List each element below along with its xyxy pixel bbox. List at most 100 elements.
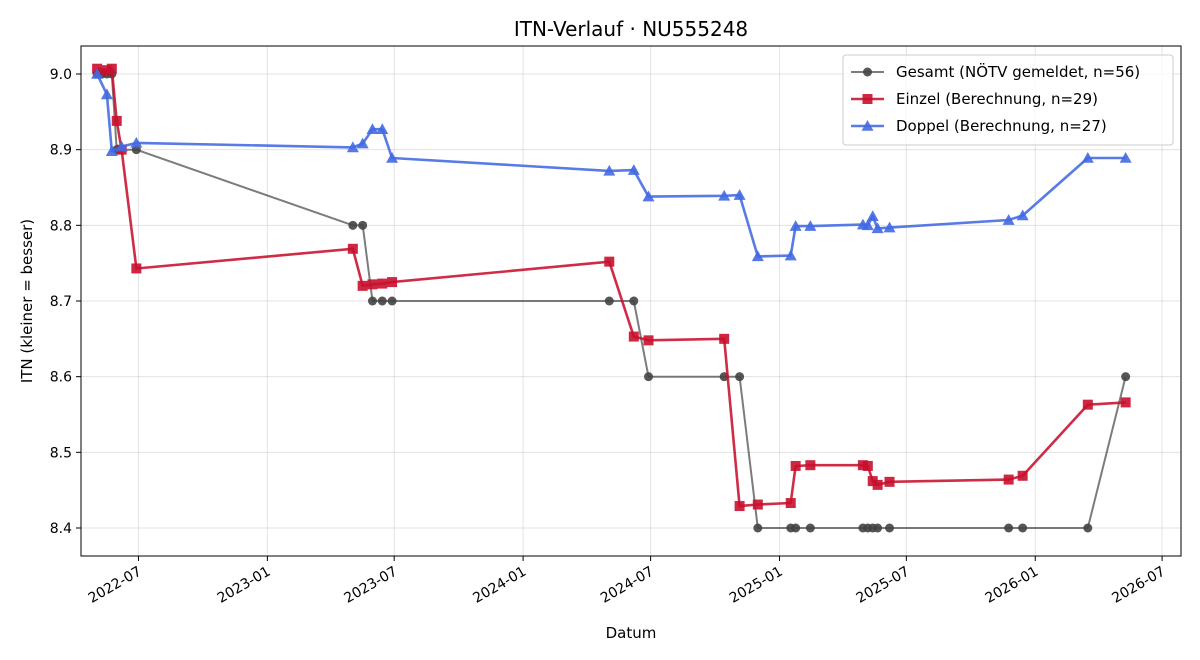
data-point	[1003, 474, 1014, 485]
y-tick-label: 8.9	[50, 143, 72, 159]
data-point	[387, 296, 397, 306]
legend-label: Doppel (Berechnung, n=27)	[896, 117, 1107, 135]
x-tick-label: 2024-07	[598, 564, 657, 607]
data-point	[348, 220, 358, 230]
data-point	[347, 243, 358, 254]
data-point	[376, 123, 389, 135]
data-point	[377, 296, 387, 306]
x-tick-label: 2023-01	[215, 564, 274, 607]
y-tick-label: 8.4	[50, 521, 72, 537]
data-point	[105, 145, 118, 156]
data-point	[862, 460, 873, 471]
data-point	[387, 277, 398, 288]
data-point	[357, 280, 368, 291]
data-point	[1121, 372, 1131, 382]
data-point	[131, 263, 142, 274]
data-point	[643, 335, 654, 346]
data-point	[791, 523, 801, 533]
data-point	[734, 501, 745, 512]
data-point	[644, 372, 654, 382]
data-point	[367, 296, 377, 306]
plot-series	[91, 63, 1132, 533]
data-point	[753, 523, 763, 533]
data-point	[642, 190, 655, 202]
data-point	[358, 220, 368, 230]
data-point	[1016, 209, 1029, 221]
data-point	[628, 331, 639, 342]
data-point	[629, 296, 639, 306]
data-point	[1081, 151, 1094, 163]
series-line	[95, 73, 1126, 258]
x-tick-label: 2025-07	[854, 564, 913, 607]
data-point	[346, 141, 359, 153]
x-axis-title: Datum	[606, 624, 657, 642]
data-point	[885, 523, 895, 533]
data-point	[604, 296, 614, 306]
data-point	[752, 499, 763, 510]
data-point	[106, 63, 117, 74]
data-point	[115, 140, 128, 152]
y-tick-label: 8.7	[50, 294, 72, 310]
data-point	[111, 115, 122, 126]
data-point	[861, 219, 874, 231]
axes: 8.4 8.5 8.6 8.7 8.8 8.9 9.0 2022-07 2023-01 2023-…	[50, 67, 1168, 607]
legend-box	[842, 54, 1174, 146]
data-point	[784, 249, 797, 261]
data-point	[627, 164, 640, 175]
grid	[81, 46, 1181, 556]
data-point	[356, 137, 369, 149]
x-tick-label: 2026-01	[983, 564, 1042, 607]
data-point	[1017, 470, 1028, 481]
data-point	[866, 210, 879, 222]
data-point	[733, 189, 746, 200]
data-point	[805, 460, 816, 471]
data-point	[130, 136, 143, 148]
legend: Gesamt (NÖTV gemeldet, n=56) Einzel (Bere…	[842, 54, 1174, 146]
data-point	[735, 372, 745, 382]
y-tick-label: 9.0	[50, 67, 72, 83]
x-tick-label: 2024-01	[470, 564, 529, 607]
data-point	[604, 256, 615, 267]
data-point	[883, 221, 896, 233]
data-point	[751, 250, 764, 262]
data-point	[1120, 397, 1131, 408]
data-point	[367, 279, 378, 290]
data-point	[1004, 523, 1014, 533]
data-point	[603, 164, 616, 176]
data-point	[1119, 151, 1132, 163]
x-tick-label: 2022-07	[86, 564, 145, 607]
x-tick-label: 2023-07	[342, 564, 401, 607]
legend-marker	[862, 94, 873, 104]
data-point	[785, 498, 796, 509]
data-point	[718, 189, 731, 201]
legend-marker	[863, 67, 872, 77]
legend-label: Gesamt (NÖTV gemeldet, n=56)	[896, 62, 1140, 81]
series-square	[92, 63, 1131, 512]
data-point	[100, 88, 113, 100]
data-point	[1083, 523, 1093, 533]
data-point	[91, 67, 104, 79]
y-axis-title: ITN (kleiner = besser)	[18, 219, 36, 383]
legend-label: Einzel (Berechnung, n=29)	[896, 90, 1098, 108]
data-point	[873, 523, 883, 533]
y-tick-label: 8.5	[50, 445, 72, 461]
series-triangle	[91, 67, 1132, 262]
data-point	[719, 333, 730, 344]
chart-title: ITN-Verlauf · NU555248	[514, 17, 748, 41]
x-tick-label: 2025-01	[727, 564, 786, 607]
data-point	[790, 460, 801, 471]
legend-marker	[861, 120, 874, 131]
data-point	[1002, 214, 1015, 225]
data-point	[805, 523, 815, 533]
data-point	[1018, 523, 1028, 533]
data-point	[1082, 399, 1093, 410]
y-tick-label: 8.8	[50, 218, 72, 234]
data-point	[386, 151, 399, 163]
data-point	[789, 220, 802, 231]
x-tick-label: 2026-07	[1109, 564, 1168, 607]
data-point	[871, 222, 884, 234]
y-tick-label: 8.6	[50, 370, 72, 386]
data-point	[884, 476, 895, 487]
data-point	[872, 479, 883, 490]
